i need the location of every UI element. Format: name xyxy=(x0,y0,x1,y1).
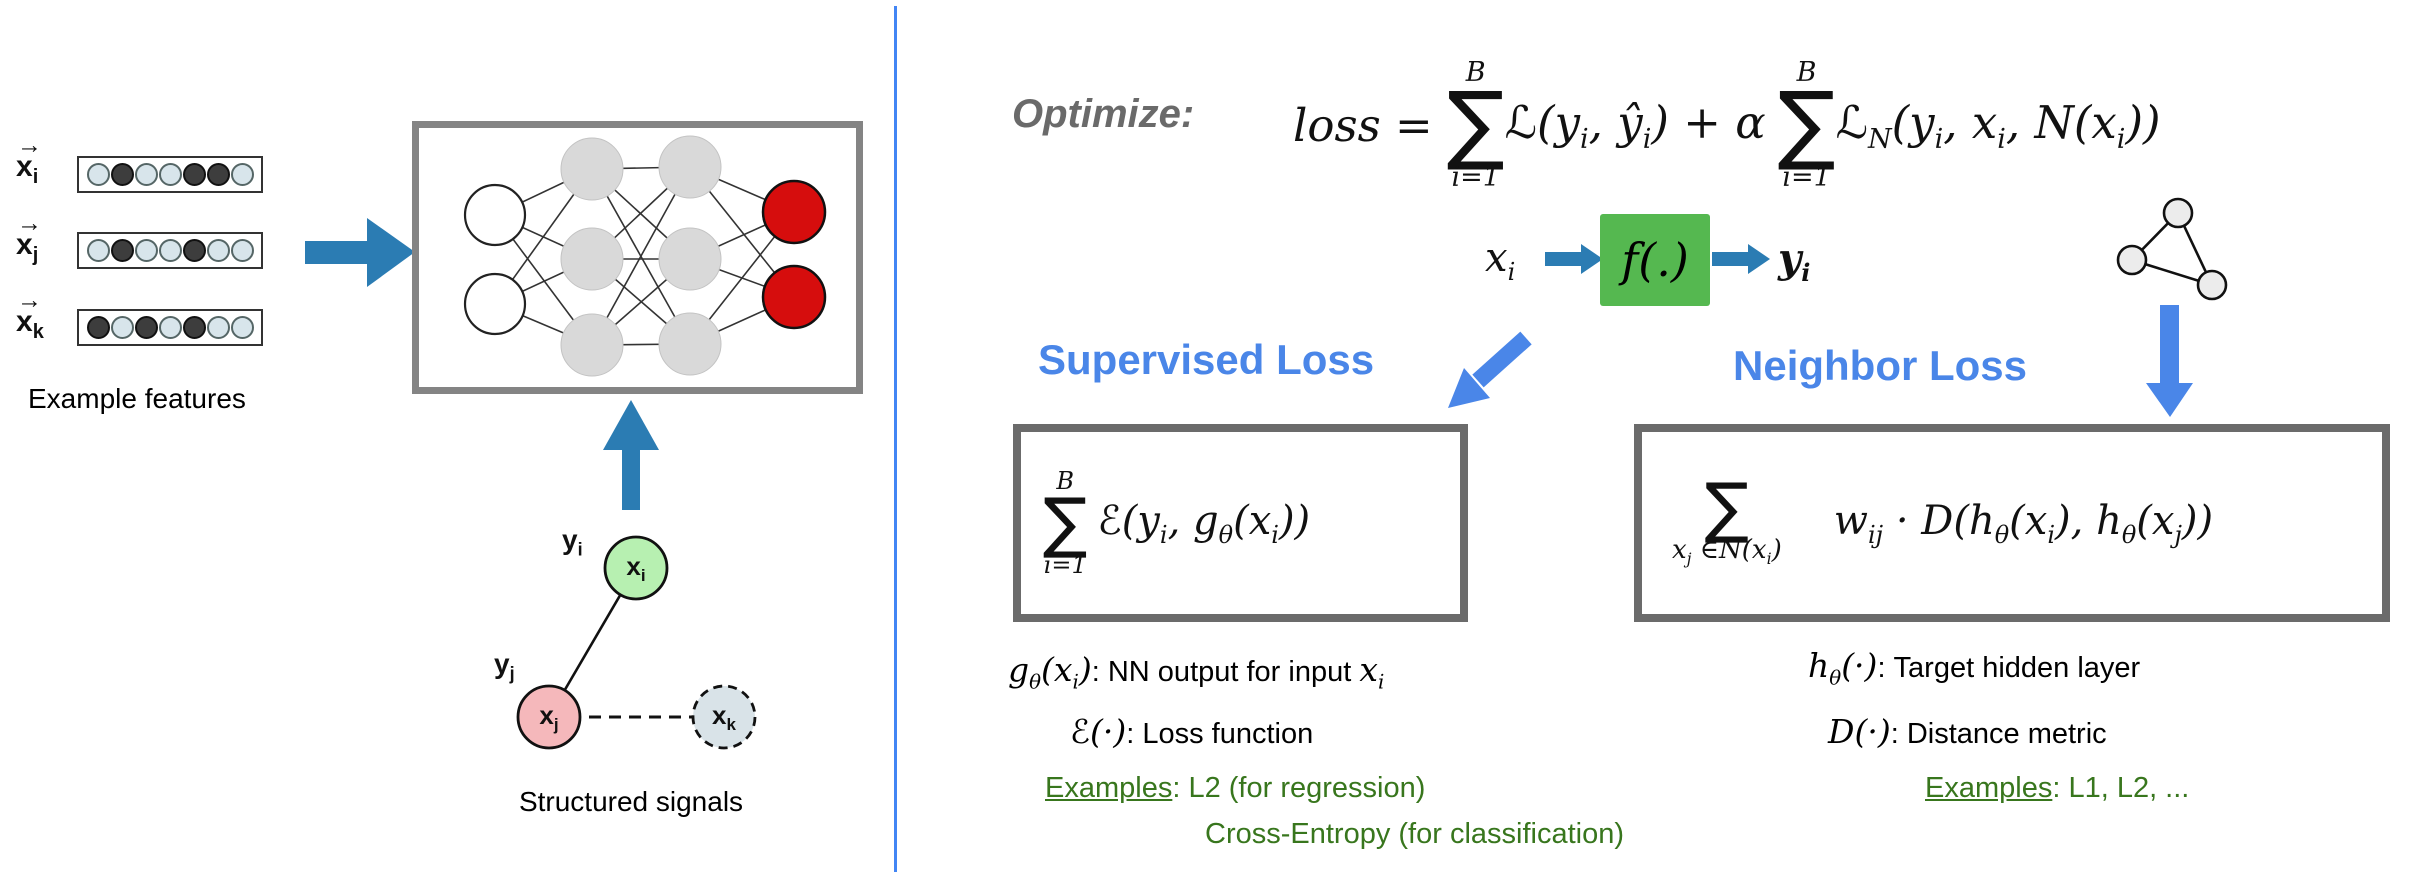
feature-label-xk: → xk xyxy=(16,286,44,343)
feature-dot xyxy=(110,239,134,262)
feature-dot xyxy=(206,239,230,262)
graph-node-xk xyxy=(691,684,757,750)
feature-dot xyxy=(230,316,254,339)
label-yj: yj xyxy=(494,648,515,684)
feature-dot xyxy=(134,163,158,186)
feature-dot xyxy=(206,163,230,186)
feature-dot xyxy=(134,316,158,339)
neural-network-box xyxy=(412,121,863,394)
neighbor-loss-box: ∑ xj ∈N(xi) wij · D(hθ(xi), hθ(xj)) xyxy=(1634,424,2390,622)
nn-output-node xyxy=(761,264,827,330)
structured-signals-caption: Structured signals xyxy=(518,786,744,817)
feature-dot xyxy=(206,316,230,339)
vector-arrow-icon: → xyxy=(17,131,42,159)
feature-vector-xj xyxy=(77,232,263,269)
note-loss-function: ℰ(·): Loss function xyxy=(1070,712,1314,751)
graph-node-xk-label: xk xyxy=(712,700,736,735)
nn-hidden-node xyxy=(658,227,722,291)
features-to-nn-arrow-icon xyxy=(305,218,415,287)
supervised-examples: Examples: L2 (for regression) xyxy=(1045,772,1426,804)
model-function-box: f(.) xyxy=(1600,214,1710,306)
supervised-box-term: ℰ(yi, gθ(xi)) xyxy=(1097,497,1311,549)
neighbor-examples: Examples: L1, L2, ... xyxy=(1925,772,2190,804)
feature-dot xyxy=(110,163,134,186)
nn-hidden-node xyxy=(560,313,624,377)
supervised-loss-box: B ∑ i=1 ℰ(yi, gθ(xi)) xyxy=(1013,424,1468,622)
sum-batch-2: B ∑ i=1 xyxy=(1777,57,1836,193)
note-distance-metric: D(·): Distance metric xyxy=(1828,712,2107,751)
feature-dot xyxy=(134,239,158,262)
supervised-loss-heading: Supervised Loss xyxy=(1038,336,1375,383)
graph-node-xj-label: xj xyxy=(539,700,559,735)
flow-output-yi: yi xyxy=(1778,235,1811,287)
feature-label-xj: → xj xyxy=(16,209,42,266)
feature-dot xyxy=(86,239,110,262)
vector-arrow-icon: → xyxy=(17,209,42,237)
graph-node-xi-label: xi xyxy=(626,551,646,586)
sum-batch-1: B ∑ i=1 xyxy=(1446,57,1505,193)
nn-hidden-node xyxy=(560,137,624,201)
graph-node-xi xyxy=(603,535,669,601)
label-yi: yi xyxy=(562,524,583,560)
neighbor-down-arrow-icon xyxy=(2146,305,2193,417)
feature-dot xyxy=(230,163,254,186)
flow-input-xi: xi xyxy=(1485,235,1516,286)
graph-node-xj xyxy=(516,684,582,750)
model-function-label: f(.) xyxy=(1621,233,1689,287)
neighbor-term: ℒN(yi, xi, N(xi)) xyxy=(1835,95,2161,155)
feature-dot xyxy=(182,316,206,339)
note-target-hidden-layer: hθ(·): Target hidden layer xyxy=(1808,646,2141,690)
feature-dot xyxy=(158,316,182,339)
nn-edges xyxy=(494,166,795,346)
feature-dot xyxy=(86,316,110,339)
feature-vector-xk xyxy=(77,309,263,346)
neighbor-sum: ∑ xj ∈N(xi) xyxy=(1672,468,1782,569)
feature-dot xyxy=(158,163,182,186)
nn-hidden-node xyxy=(560,227,624,291)
nn-input-node xyxy=(463,183,527,247)
nn-hidden-node xyxy=(658,312,722,376)
feature-dot xyxy=(230,239,254,262)
optimize-label: Optimize: xyxy=(1012,92,1195,136)
supervised-term: ℒ(yi, ŷi) + α xyxy=(1504,95,1766,155)
nn-hidden-node xyxy=(658,135,722,199)
flow-arrow-out-icon xyxy=(1712,244,1770,274)
loss-lhs: loss = xyxy=(1293,98,1433,152)
structured-signals-graph xyxy=(516,535,757,750)
neighbor-loss-heading: Neighbor Loss xyxy=(1733,342,2028,389)
feature-dot xyxy=(158,239,182,262)
supervised-diagonal-arrow-icon xyxy=(1448,331,1532,408)
feature-dot xyxy=(86,163,110,186)
signals-to-nn-arrow-icon xyxy=(603,400,659,510)
supervised-examples-line2: Cross-Entropy (for classification) xyxy=(1205,818,1624,850)
note-nn-output: gθ(xi): NN output for input xi xyxy=(1008,650,1385,694)
nn-input-node xyxy=(463,272,527,336)
neural-network-graph xyxy=(463,135,827,377)
nn-output-node xyxy=(761,179,827,245)
feature-label-xi: → xi xyxy=(16,131,42,188)
feature-dot xyxy=(182,239,206,262)
panel-divider xyxy=(894,6,897,872)
loss-formula: loss = B ∑ i=1 ℒ(yi, ŷi) + α B ∑ i=1 ℒN(… xyxy=(1293,30,2161,220)
supervised-sum: B ∑ i=1 xyxy=(1043,467,1088,579)
feature-dot xyxy=(110,316,134,339)
example-features-caption: Example features xyxy=(28,383,246,414)
vector-arrow-icon: → xyxy=(17,286,42,314)
feature-vector-xi xyxy=(77,156,263,193)
feature-dot xyxy=(182,163,206,186)
graph-triangle-icon xyxy=(2116,197,2228,301)
neighbor-box-term: wij · D(hθ(xi), hθ(xj)) xyxy=(1833,497,2214,549)
flow-arrow-in-icon xyxy=(1545,244,1603,274)
